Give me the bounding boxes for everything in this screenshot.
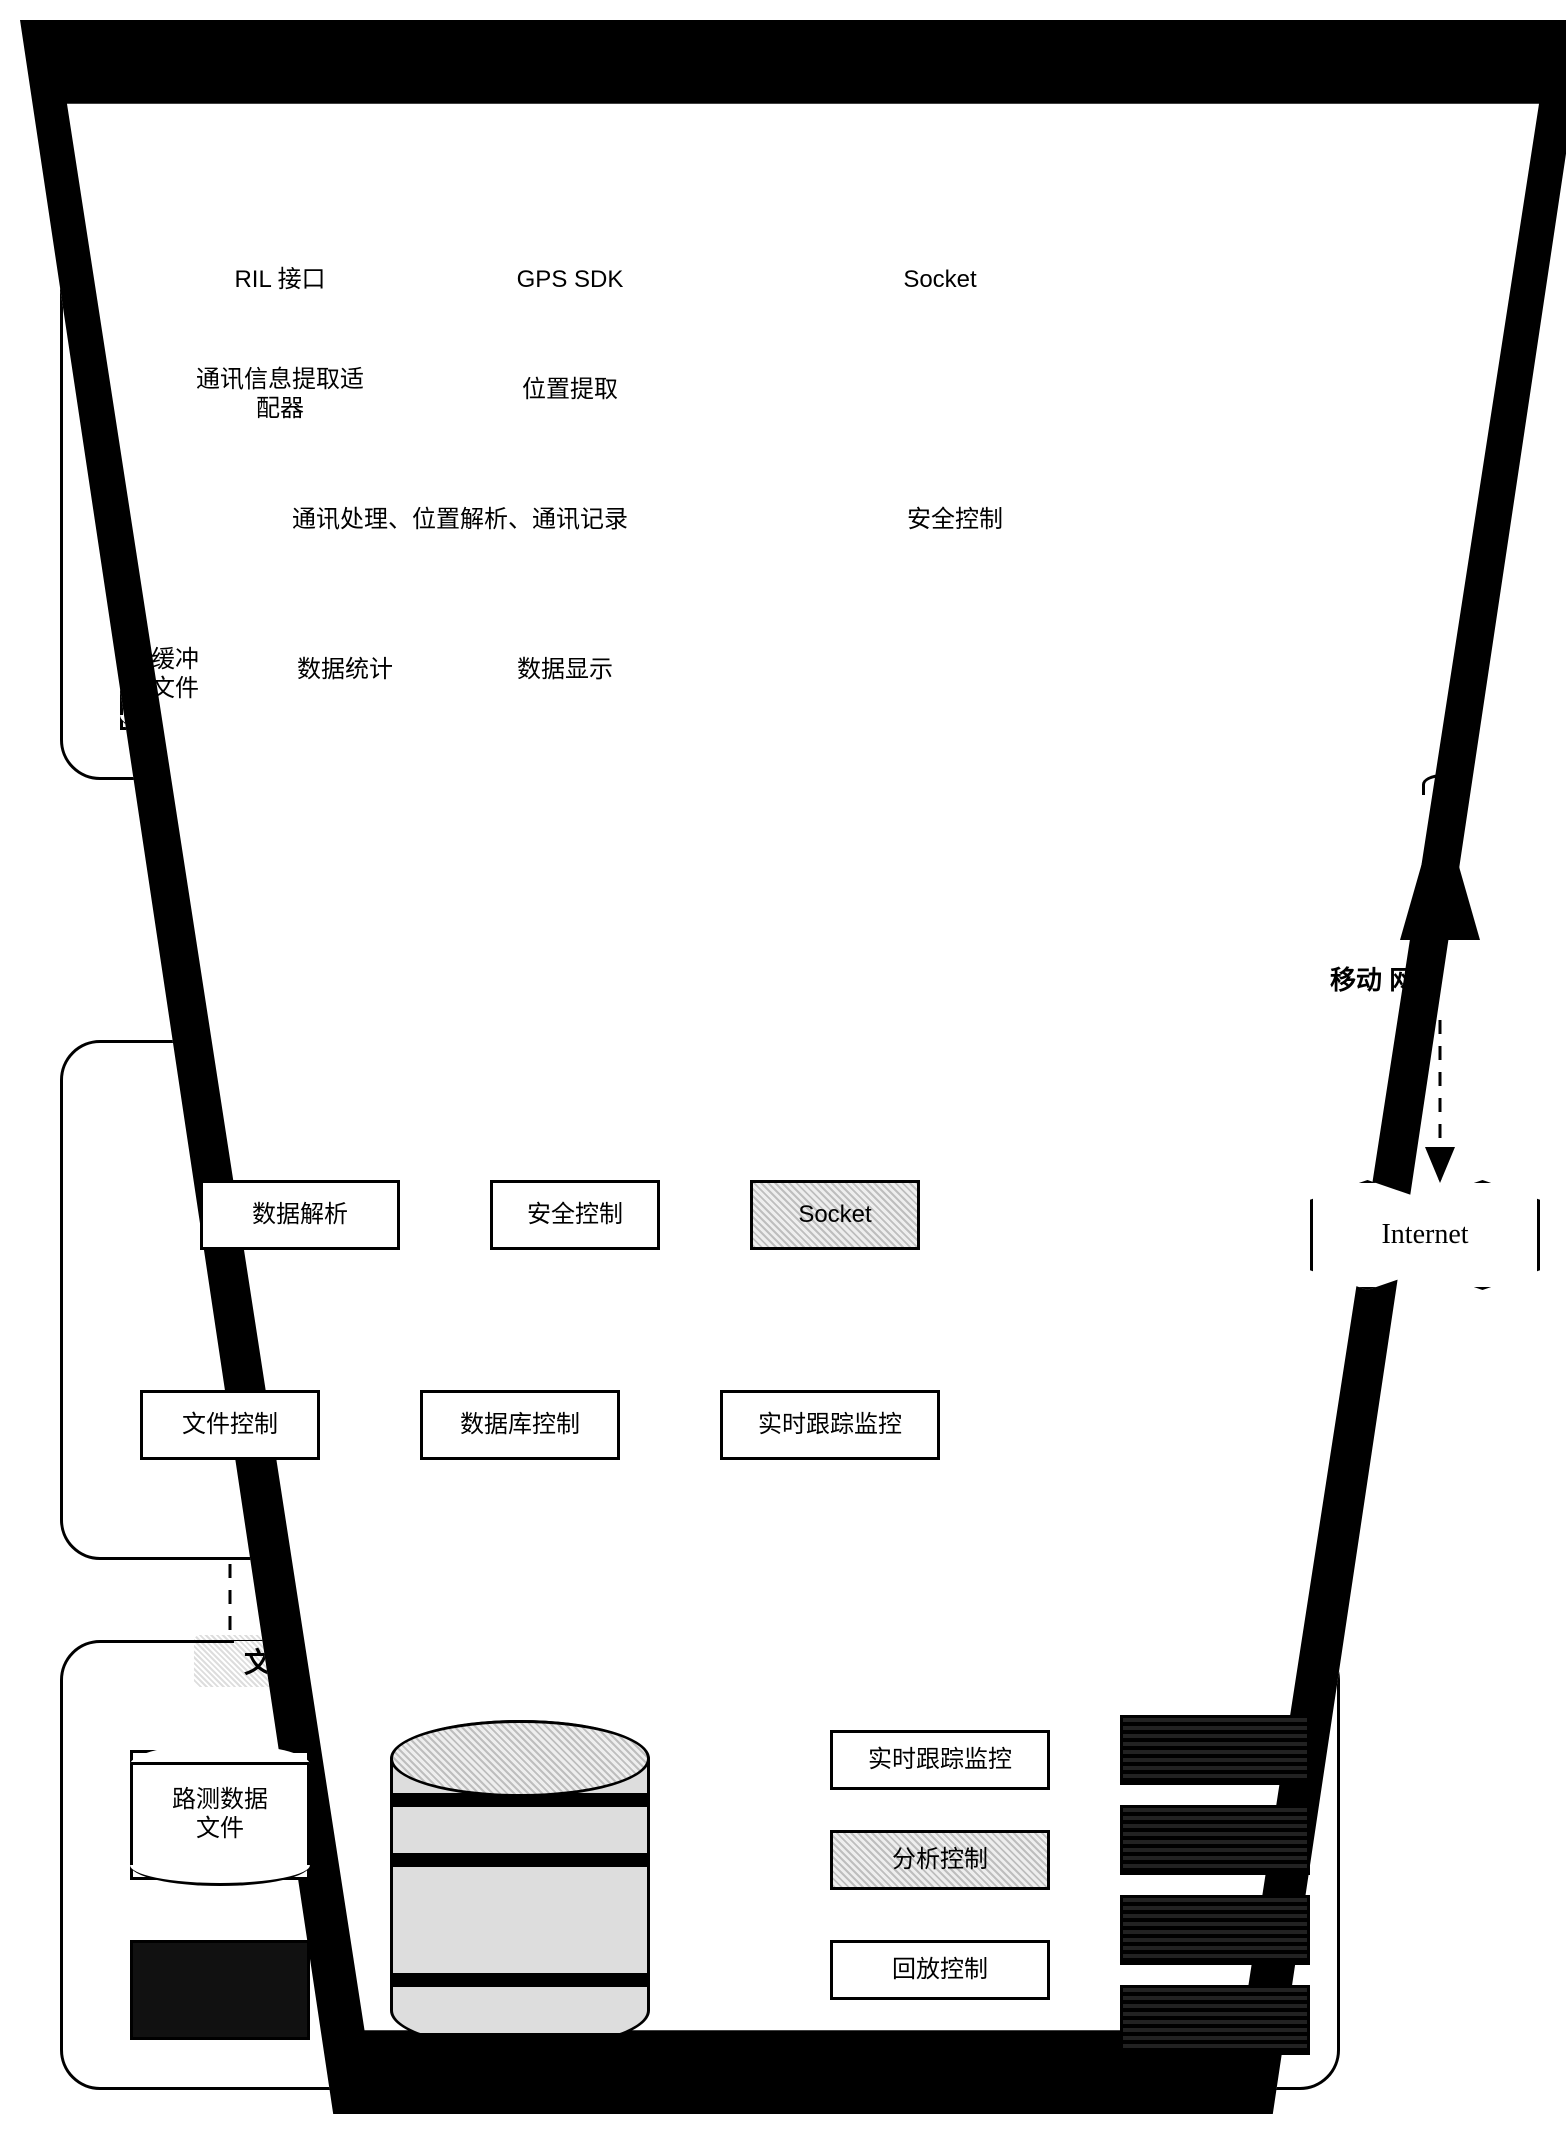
node-filectl: 文件控制	[140, 1390, 320, 1460]
mobile-network-label: 移动 网络	[1330, 960, 1441, 997]
node-dark1	[130, 1940, 310, 2040]
node-dbctl: 数据库控制	[420, 1390, 620, 1460]
node-rtmon: 实时跟踪监控	[720, 1390, 940, 1460]
node-dataparse: 数据解析	[200, 1180, 400, 1250]
node-r3	[1120, 1895, 1310, 1965]
node-dtfile: 路测数据文件	[130, 1750, 310, 1880]
node-socket2: Socket	[750, 1180, 920, 1250]
node-r2	[1120, 1805, 1310, 1875]
node-label-display: 数据显示	[517, 656, 613, 685]
node-label-playback: 回放控制	[892, 1956, 988, 1985]
node-label-rtclient: 实时跟踪监控	[868, 1746, 1012, 1775]
node-opctrl: 操作控制	[20, 20, 180, 120]
node-label-posExt: 位置提取	[522, 376, 618, 405]
node-label-buffile: 缓冲文件	[151, 646, 199, 704]
node-r4	[1120, 1985, 1310, 2055]
node-label-dtfile: 路测数据文件	[172, 1786, 268, 1844]
node-label-socket1: Socket	[903, 266, 976, 295]
node-label-midbox: 分析控制	[892, 1846, 988, 1875]
database-cylinder	[390, 1720, 650, 2050]
node-label-rtmon: 实时跟踪监控	[758, 1411, 902, 1440]
internet-label: Internet	[1381, 1219, 1468, 1251]
node-label-filectl: 文件控制	[182, 1411, 278, 1440]
node-label-securityM: 安全控制	[907, 506, 1003, 535]
node-securityG: 安全控制	[490, 1180, 660, 1250]
node-midbox: 分析控制	[830, 1830, 1050, 1890]
internet-node: Internet	[1310, 1180, 1540, 1290]
node-label-socket2: Socket	[798, 1201, 871, 1230]
antenna-icon	[1400, 800, 1480, 940]
node-label-longbar: 通讯处理、位置解析、通讯记录	[292, 506, 628, 535]
node-label-commAdpt: 通讯信息提取适配器	[196, 366, 364, 424]
node-label-stats: 数据统计	[297, 656, 393, 685]
node-label-opctrl: 操作控制	[76, 35, 124, 105]
node-playback: 回放控制	[830, 1940, 1050, 2000]
node-label-securityG: 安全控制	[527, 1201, 623, 1230]
node-label-ril: RIL 接口	[234, 266, 325, 295]
node-label-gpssdk: GPS SDK	[517, 266, 624, 295]
node-label-dbctl: 数据库控制	[460, 1411, 580, 1440]
node-label-dataparse: 数据解析	[252, 1201, 348, 1230]
node-rtclient: 实时跟踪监控	[830, 1730, 1050, 1790]
node-r1	[1120, 1715, 1310, 1785]
